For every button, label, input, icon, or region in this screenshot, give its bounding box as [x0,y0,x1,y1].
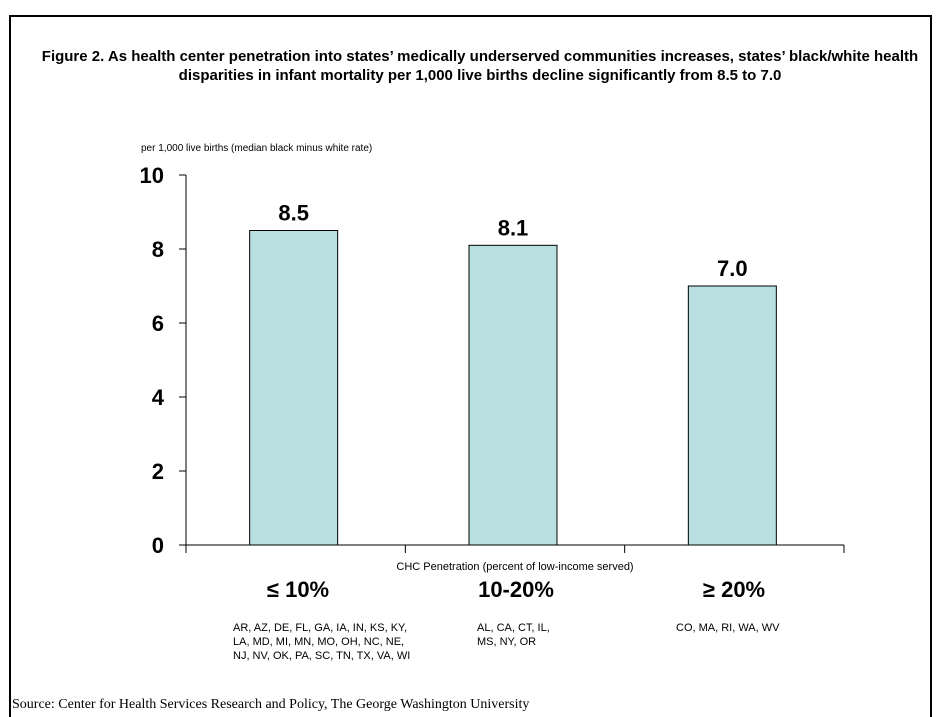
source-note: Source: Center for Health Services Resea… [12,697,530,712]
chart-title: Figure 2. As health center penetration i… [41,48,919,84]
states-line: NJ, NV, OK, PA, SC, TN, TX, VA, WI [233,650,411,662]
bar-0 [249,230,339,546]
category-states-2: CO, MA, RI, WA, WV [676,621,779,635]
y-tick-label: 8 [152,237,164,262]
states-line: AL, CA, CT, IL, [477,622,550,634]
y-tick-label: 6 [152,311,164,336]
category-label-1: 10-20% [478,577,554,602]
y-tick-label: 4 [152,385,165,410]
y-axis-label: per 1,000 live births (median black minu… [141,143,373,154]
value-label-0: 8.5 [278,201,309,226]
states-line: LA, MD, MI, MN, MO, OH, NC, NE, [233,636,405,648]
category-label-0: ≤ 10% [266,577,330,602]
category-label-2: ≥ 20% [702,577,766,602]
x-axis-title: CHC Penetration (percent of low-income s… [396,561,633,573]
value-label-1: 8.1 [498,215,529,240]
category-states-1: AL, CA, CT, IL, MS, NY, OR [477,621,550,649]
y-tick-label: 2 [152,459,164,484]
y-tick-label: 10 [140,163,164,188]
bar-1 [468,244,558,546]
states-line: MS, NY, OR [477,636,537,648]
states-line: AR, AZ, DE, FL, GA, IA, IN, KS, KY, [233,622,408,634]
value-label-2: 7.0 [717,256,748,281]
states-line: CO, MA, RI, WA, WV [676,622,780,634]
category-states-0: AR, AZ, DE, FL, GA, IA, IN, KS, KY, LA, … [233,621,410,663]
y-tick-label: 0 [152,533,164,558]
figure-frame [9,15,932,717]
bar-2 [687,285,777,546]
